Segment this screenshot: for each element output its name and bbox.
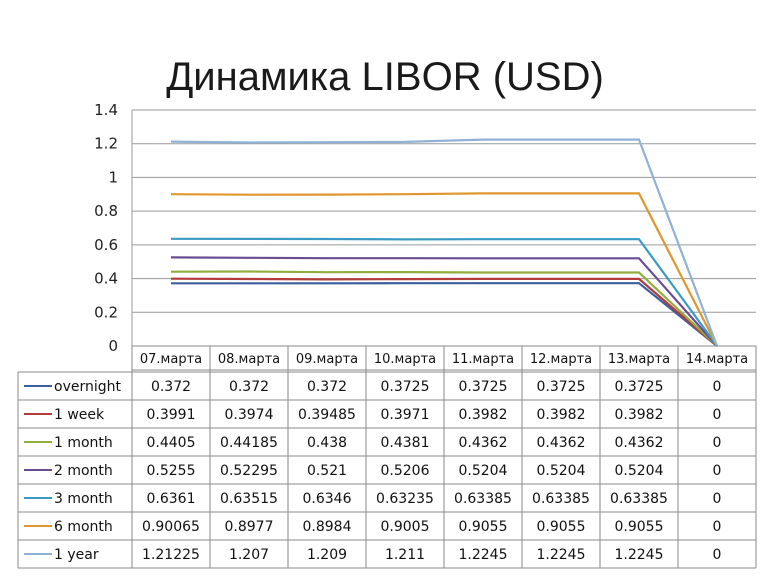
data-cell: 0.5204 (459, 463, 508, 479)
data-cell: 0.4381 (381, 435, 430, 451)
y-tick-label: 0.4 (94, 270, 118, 288)
data-cell: 1.2245 (615, 547, 664, 563)
series-line-1-month (170, 270, 718, 347)
data-cell: 0.9055 (537, 519, 586, 535)
y-tick-label: 0.8 (94, 202, 118, 220)
data-cell: 0.4362 (615, 435, 664, 451)
data-cell: 0.4405 (147, 435, 196, 451)
data-cell: 0.372 (307, 379, 347, 395)
y-tick-label: 1 (108, 168, 118, 186)
data-cell: 0.5204 (615, 463, 664, 479)
data-cell: 1.2245 (537, 547, 586, 563)
y-axis-ticks: 0 0.2 0.4 0.6 0.8 1 1.2 1.4 (94, 101, 118, 355)
legend-entry: 1 week (54, 407, 105, 423)
data-cell: 1.21225 (142, 547, 200, 563)
series-lines (170, 138, 719, 347)
legend-entry: 6 month (54, 519, 113, 535)
x-category-label: 13.марта (608, 352, 670, 367)
data-cell: 0 (713, 547, 722, 563)
data-cell: 0.63385 (454, 491, 512, 507)
data-table: 07.марта 08.марта 09.марта 10.марта 11.марта… (17, 345, 757, 569)
data-cell: 0.3982 (615, 407, 664, 423)
data-cell: 0.63385 (532, 491, 590, 507)
data-cell: 0.9055 (459, 519, 508, 535)
x-category-label: 07.марта (140, 352, 202, 367)
y-tick-label: 0 (108, 337, 118, 355)
x-category-label: 10.марта (374, 352, 436, 367)
data-cell: 0.3725 (537, 379, 586, 395)
data-cell: 0.44185 (220, 435, 278, 451)
data-cell: 0.3725 (615, 379, 664, 395)
legend-entry: 2 month (54, 463, 113, 479)
x-category-label: 09.марта (296, 352, 358, 367)
data-cell: 0.6361 (147, 491, 196, 507)
data-cell: 1.207 (229, 547, 269, 563)
data-cell: 0.52295 (220, 463, 278, 479)
x-category-label: 11.марта (452, 352, 514, 367)
data-cell: 1.2245 (459, 547, 508, 563)
series-line-3-month (170, 237, 718, 347)
x-category-label: 08.марта (218, 352, 280, 367)
data-cell: 0.4362 (537, 435, 586, 451)
data-cell: 0.63515 (220, 491, 278, 507)
data-cell: 0.9005 (381, 519, 430, 535)
y-tick-label: 1.2 (94, 135, 118, 153)
y-tick-label: 0.2 (94, 303, 118, 321)
data-cell: 0.438 (307, 435, 347, 451)
series-line-2-month (170, 256, 718, 347)
data-cell: 0.39485 (298, 407, 356, 423)
data-cell: 0 (713, 407, 722, 423)
data-cell: 0.3991 (147, 407, 196, 423)
gridlines (131, 109, 756, 346)
data-cell: 0.5255 (147, 463, 196, 479)
x-category-label: 14.марта (686, 352, 748, 367)
data-cell: 0.372 (151, 379, 191, 395)
data-cell: 1.211 (385, 547, 425, 563)
data-cell: 0.3982 (537, 407, 586, 423)
series-line-1-week (170, 277, 718, 347)
y-tick-label: 0.6 (94, 236, 118, 254)
legend-entry: 3 month (54, 491, 113, 507)
data-cell: 0.63235 (376, 491, 434, 507)
data-cell: 0 (713, 491, 722, 507)
data-cell: 1.209 (307, 547, 347, 563)
data-cell: 0.8984 (303, 519, 352, 535)
legend-entry: 1 month (54, 435, 113, 451)
data-cell: 0.3725 (381, 379, 430, 395)
series-line-overnight (171, 282, 718, 347)
data-cell: 0.5204 (537, 463, 586, 479)
series-line-6-month (170, 192, 718, 347)
data-cell: 0.6346 (303, 491, 352, 507)
legend-entry: 1 year (54, 547, 99, 563)
data-cell: 0 (713, 435, 722, 451)
data-cell: 0.372 (229, 379, 269, 395)
data-cell: 0.9055 (615, 519, 664, 535)
legend-entry: overnight (54, 379, 121, 395)
data-cell: 0.8977 (225, 519, 274, 535)
data-cell: 0.4362 (459, 435, 508, 451)
data-cell: 0 (713, 463, 722, 479)
data-cell: 0.3725 (459, 379, 508, 395)
data-cell: 0.63385 (610, 491, 668, 507)
data-cell: 0 (713, 519, 722, 535)
series-line-1-year (170, 138, 719, 347)
data-cell: 0.5206 (381, 463, 430, 479)
data-cell: 0.90065 (142, 519, 200, 535)
data-cell: 0.3971 (381, 407, 430, 423)
chart-title: Динамика LIBOR (USD) (166, 55, 604, 99)
data-cell: 0.3974 (225, 407, 274, 423)
data-cell: 0.3982 (459, 407, 508, 423)
data-cell: 0.521 (307, 463, 347, 479)
data-cell: 0 (713, 379, 722, 395)
x-category-label: 12.марта (530, 352, 592, 367)
y-tick-label: 1.4 (94, 101, 118, 119)
